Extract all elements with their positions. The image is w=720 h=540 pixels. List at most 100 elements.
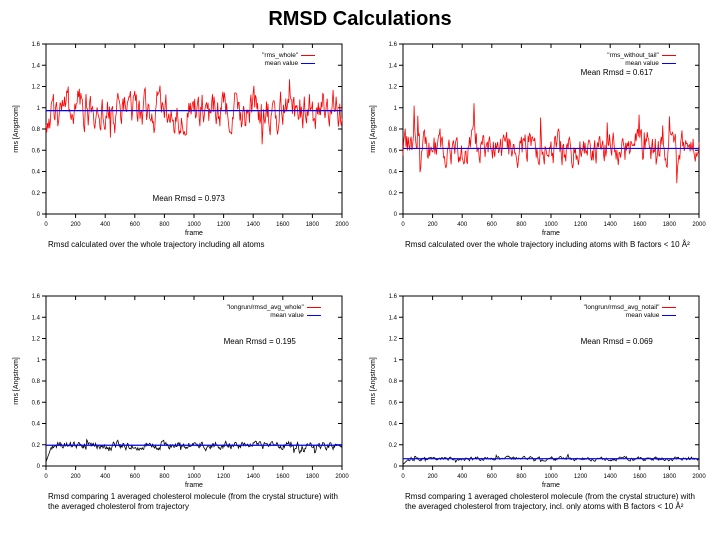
svg-text:1600: 1600: [633, 222, 647, 228]
chart-caption: Rmsd comparing 1 averaged cholesterol mo…: [367, 490, 710, 511]
svg-text:frame: frame: [185, 230, 203, 237]
legend-swatch: [301, 63, 315, 65]
svg-text:1200: 1200: [574, 222, 588, 228]
svg-text:0: 0: [394, 464, 398, 470]
svg-text:1.4: 1.4: [389, 63, 398, 69]
svg-text:0.6: 0.6: [32, 400, 41, 406]
svg-text:400: 400: [100, 222, 111, 228]
svg-text:1.4: 1.4: [389, 315, 398, 321]
svg-text:800: 800: [159, 222, 170, 228]
svg-text:0: 0: [394, 212, 398, 218]
legend-label: mean value: [625, 60, 659, 68]
chart-caption: Rmsd comparing 1 averaged cholesterol mo…: [10, 490, 353, 511]
chart-legend: "rms_whole"mean value: [259, 51, 318, 69]
svg-text:1800: 1800: [663, 474, 677, 480]
svg-text:rms [Angstrom]: rms [Angstrom]: [13, 357, 20, 405]
chart-caption: Rmsd calculated over the whole trajector…: [367, 238, 710, 250]
svg-text:600: 600: [130, 474, 141, 480]
svg-text:0.8: 0.8: [389, 127, 398, 133]
legend-label: mean value: [265, 60, 299, 68]
svg-text:400: 400: [457, 222, 468, 228]
svg-text:1600: 1600: [276, 474, 290, 480]
svg-text:200: 200: [71, 474, 82, 480]
svg-text:800: 800: [159, 474, 170, 480]
svg-text:0.8: 0.8: [32, 379, 41, 385]
svg-text:1800: 1800: [306, 222, 320, 228]
svg-text:1.2: 1.2: [389, 85, 398, 91]
svg-text:1400: 1400: [604, 222, 618, 228]
svg-text:rms [Angstrom]: rms [Angstrom]: [370, 357, 377, 405]
svg-text:2000: 2000: [335, 474, 349, 480]
svg-text:0: 0: [37, 464, 41, 470]
svg-text:200: 200: [71, 222, 82, 228]
svg-text:400: 400: [457, 474, 468, 480]
legend-label: mean value: [626, 312, 660, 320]
svg-text:0.4: 0.4: [389, 422, 398, 428]
svg-text:0.4: 0.4: [32, 422, 41, 428]
svg-text:1400: 1400: [247, 222, 261, 228]
svg-text:frame: frame: [542, 482, 560, 489]
svg-text:2000: 2000: [692, 222, 706, 228]
chart-panel-1: 020040060080010001200140016001800200000.…: [367, 38, 710, 276]
svg-text:1000: 1000: [544, 222, 558, 228]
svg-text:1.6: 1.6: [32, 42, 41, 48]
svg-text:800: 800: [516, 222, 527, 228]
legend-swatch: [662, 307, 676, 309]
svg-text:2000: 2000: [692, 474, 706, 480]
svg-text:1.4: 1.4: [32, 63, 41, 69]
svg-text:1200: 1200: [217, 474, 231, 480]
legend-label: mean value: [270, 312, 304, 320]
svg-text:1.4: 1.4: [32, 315, 41, 321]
legend-swatch: [307, 315, 321, 317]
svg-text:1200: 1200: [217, 222, 231, 228]
svg-text:0.6: 0.6: [32, 148, 41, 154]
chart-grid: 020040060080010001200140016001800200000.…: [10, 38, 710, 528]
chart-legend: "longrun/rmsd_avg_notail"mean value: [581, 303, 680, 321]
legend-swatch: [662, 55, 676, 57]
svg-text:frame: frame: [542, 230, 560, 237]
chart-caption: Rmsd calculated over the whole trajector…: [10, 238, 353, 250]
mean-annotation: Mean Rmsd = 0.617: [581, 68, 653, 77]
svg-text:1.2: 1.2: [32, 85, 41, 91]
svg-text:600: 600: [487, 474, 498, 480]
svg-text:1600: 1600: [633, 474, 647, 480]
svg-text:200: 200: [428, 222, 439, 228]
legend-label: "longrun/rmsd_avg_whole": [227, 304, 304, 312]
svg-text:800: 800: [516, 474, 527, 480]
svg-text:1000: 1000: [187, 222, 201, 228]
mean-annotation: Mean Rmsd = 0.195: [224, 337, 296, 346]
svg-text:rms [Angstrom]: rms [Angstrom]: [13, 105, 20, 153]
svg-text:0.2: 0.2: [389, 443, 398, 449]
svg-text:0: 0: [44, 474, 48, 480]
svg-text:0: 0: [401, 474, 405, 480]
svg-text:0.2: 0.2: [389, 191, 398, 197]
legend-swatch: [662, 315, 676, 317]
svg-text:1400: 1400: [604, 474, 618, 480]
mean-annotation: Mean Rmsd = 0.973: [153, 194, 225, 203]
svg-text:600: 600: [130, 222, 141, 228]
svg-text:1800: 1800: [663, 222, 677, 228]
legend-swatch: [662, 63, 676, 65]
svg-text:0: 0: [401, 222, 405, 228]
svg-text:400: 400: [100, 474, 111, 480]
svg-text:1000: 1000: [187, 474, 201, 480]
svg-text:0.4: 0.4: [32, 170, 41, 176]
svg-text:0: 0: [37, 212, 41, 218]
svg-text:0.2: 0.2: [32, 191, 41, 197]
svg-text:1.2: 1.2: [389, 337, 398, 343]
legend-label: "longrun/rmsd_avg_notail": [584, 304, 660, 312]
svg-text:1400: 1400: [247, 474, 261, 480]
svg-text:0: 0: [44, 222, 48, 228]
svg-text:rms [Angstrom]: rms [Angstrom]: [370, 105, 377, 153]
legend-swatch: [307, 307, 321, 309]
svg-text:0.8: 0.8: [32, 127, 41, 133]
svg-text:0.8: 0.8: [389, 379, 398, 385]
svg-text:1.6: 1.6: [389, 42, 398, 48]
svg-text:1200: 1200: [574, 474, 588, 480]
legend-swatch: [301, 55, 315, 57]
svg-text:1.6: 1.6: [32, 294, 41, 300]
chart-legend: "longrun/rmsd_avg_whole"mean value: [224, 303, 324, 321]
svg-text:1800: 1800: [306, 474, 320, 480]
chart-panel-3: 020040060080010001200140016001800200000.…: [367, 290, 710, 528]
svg-text:1.6: 1.6: [389, 294, 398, 300]
